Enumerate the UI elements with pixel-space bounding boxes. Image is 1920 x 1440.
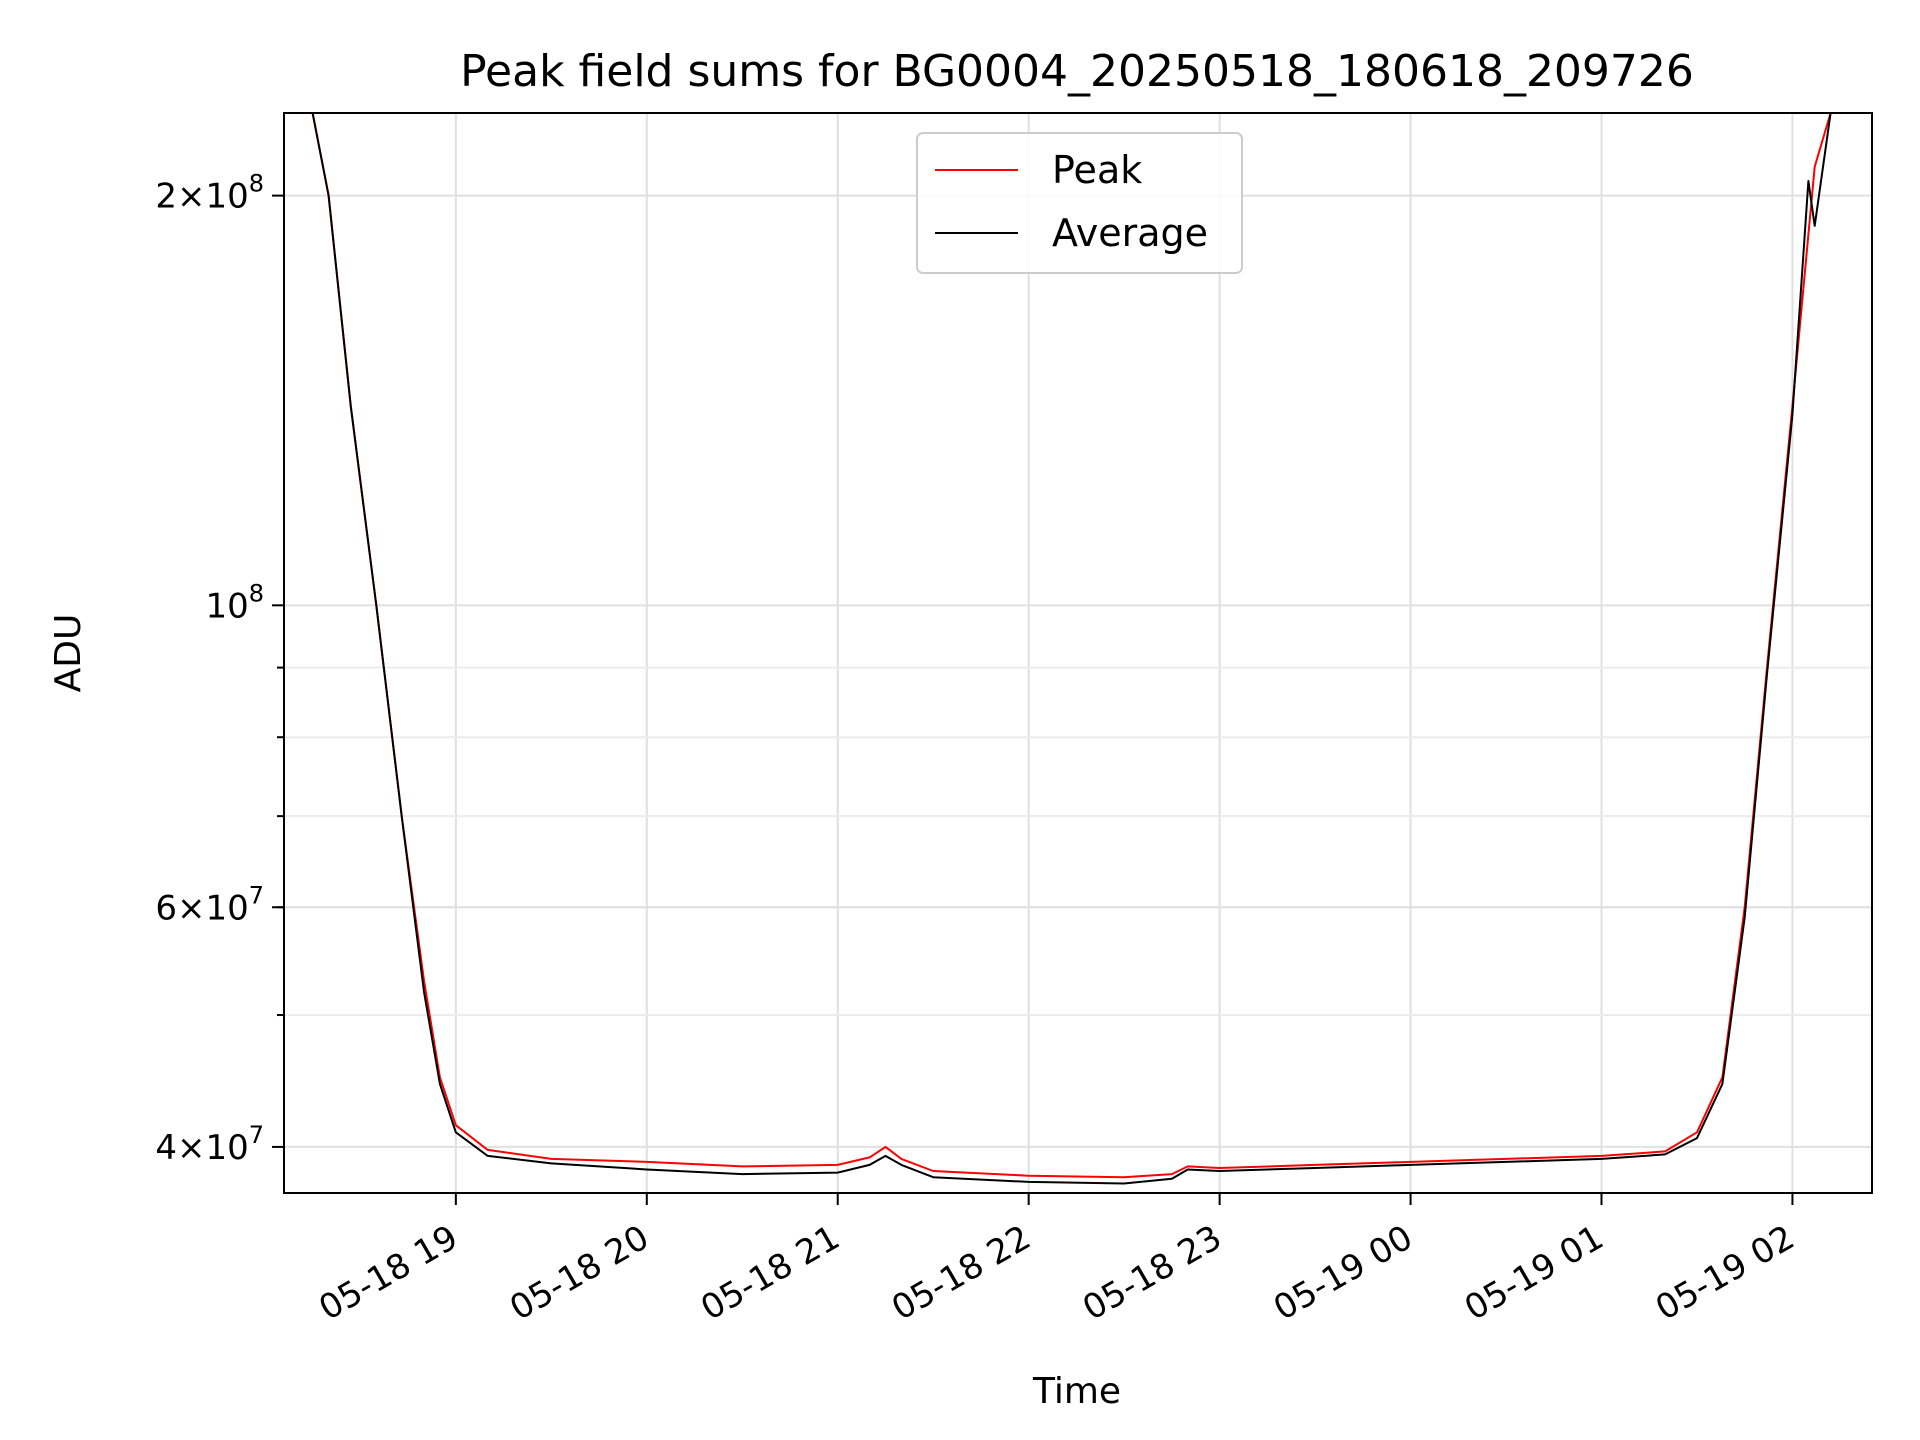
x-tick-label: 05-18 21 — [694, 1218, 846, 1329]
y-tick-label: 6×107 — [155, 881, 264, 928]
y-tick-label: 108 — [205, 579, 264, 626]
legend-box — [916, 132, 1243, 274]
series-lines — [284, 112, 1872, 1185]
x-tick-label: 05-18 23 — [1076, 1218, 1228, 1329]
legend-label-average: Average — [1052, 211, 1208, 255]
grid-lines — [284, 113, 1872, 1193]
x-tick-label: 05-19 01 — [1458, 1218, 1610, 1329]
chart-title: Peak field sums for BG0004_20250518_1806… — [460, 46, 1694, 97]
y-tick-label: 4×107 — [155, 1121, 264, 1168]
x-axis-label: Time — [1032, 1371, 1121, 1412]
series-line-average — [284, 112, 1872, 1185]
y-tick-label: 2×108 — [155, 170, 264, 217]
x-tick-label: 05-18 22 — [885, 1218, 1037, 1329]
y-axis-ticks: 2×108 108 6×107 4×107 — [155, 170, 284, 1168]
x-tick-label: 05-18 19 — [312, 1218, 464, 1329]
x-tick-label: 05-19 00 — [1267, 1218, 1419, 1329]
x-tick-label: 05-18 20 — [503, 1218, 655, 1329]
y-axis-label: ADU — [48, 614, 89, 693]
x-tick-label: 05-19 02 — [1649, 1218, 1801, 1329]
x-axis-ticks: 05-18 19 05-18 20 05-18 21 05-18 22 05-18 23… — [312, 1193, 1801, 1329]
plot-frame — [283, 112, 1873, 1194]
chart-legend: Peak Average — [916, 132, 1243, 274]
legend-label-peak: Peak — [1052, 148, 1142, 192]
